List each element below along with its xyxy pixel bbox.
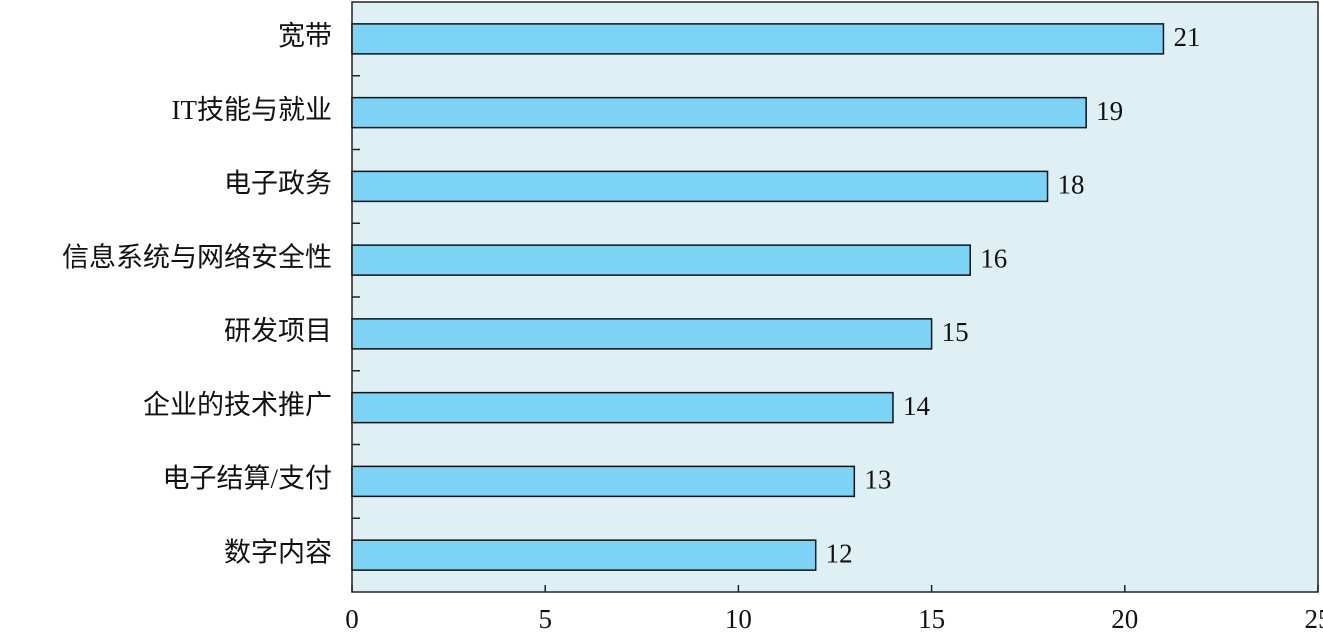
x-tick-label: 20 — [1111, 604, 1138, 634]
x-tick-label: 10 — [725, 604, 752, 634]
value-label: 12 — [826, 538, 853, 568]
x-tick-label: 5 — [538, 604, 552, 634]
bar — [351, 318, 933, 350]
plot-area — [351, 1, 1319, 593]
y-tick-label: 信息系统与网络安全性 — [62, 242, 332, 272]
y-tick-label: 电子政务 — [224, 169, 332, 199]
value-label: 14 — [903, 391, 931, 421]
value-label: 15 — [942, 317, 969, 347]
bar — [351, 170, 1049, 203]
bar — [351, 539, 817, 571]
y-tick-label: IT技能与就业 — [172, 95, 332, 125]
bar — [351, 244, 971, 276]
x-tick-label: 25 — [1305, 604, 1323, 634]
y-tick-label: 数字内容 — [224, 537, 332, 567]
value-label: 18 — [1058, 170, 1085, 200]
y-tick-label: 宽带 — [278, 21, 332, 51]
value-label: 19 — [1096, 96, 1123, 126]
y-tick-label: 企业的技术推广 — [143, 390, 332, 420]
value-label: 21 — [1173, 22, 1200, 52]
y-tick-label: 电子结算/支付 — [162, 464, 332, 494]
y-tick-label: 研发项目 — [224, 316, 332, 346]
bar — [351, 391, 894, 424]
x-tick-label: 15 — [918, 604, 945, 634]
value-label: 16 — [980, 243, 1007, 273]
value-label: 13 — [864, 465, 891, 495]
x-tick-label: 0 — [345, 604, 359, 634]
bar — [351, 23, 1165, 55]
bar — [351, 96, 1087, 129]
bar — [351, 465, 856, 498]
